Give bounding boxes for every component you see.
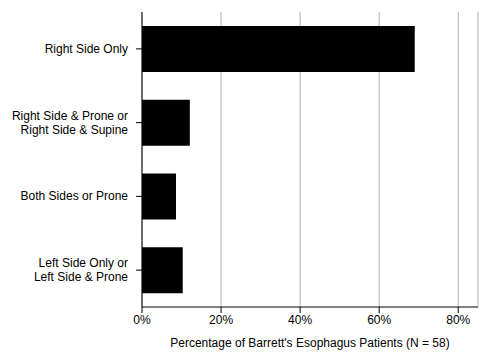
svg-text:80%: 80% (446, 313, 470, 327)
svg-text:40%: 40% (288, 313, 312, 327)
svg-text:Left Side Only orLeft Side & P: Left Side Only orLeft Side & Prone (34, 256, 128, 284)
svg-text:0%: 0% (133, 313, 151, 327)
svg-text:20%: 20% (209, 313, 233, 327)
svg-text:Right Side & Prone orRight Sid: Right Side & Prone orRight Side & Supine (12, 109, 128, 137)
svg-text:60%: 60% (367, 313, 391, 327)
svg-text:Both Sides or Prone: Both Sides or Prone (21, 189, 129, 203)
svg-text:Percentage of Barrett's Esopha: Percentage of Barrett's Esophagus Patien… (170, 336, 449, 350)
svg-text:Right Side Only: Right Side Only (45, 42, 128, 56)
